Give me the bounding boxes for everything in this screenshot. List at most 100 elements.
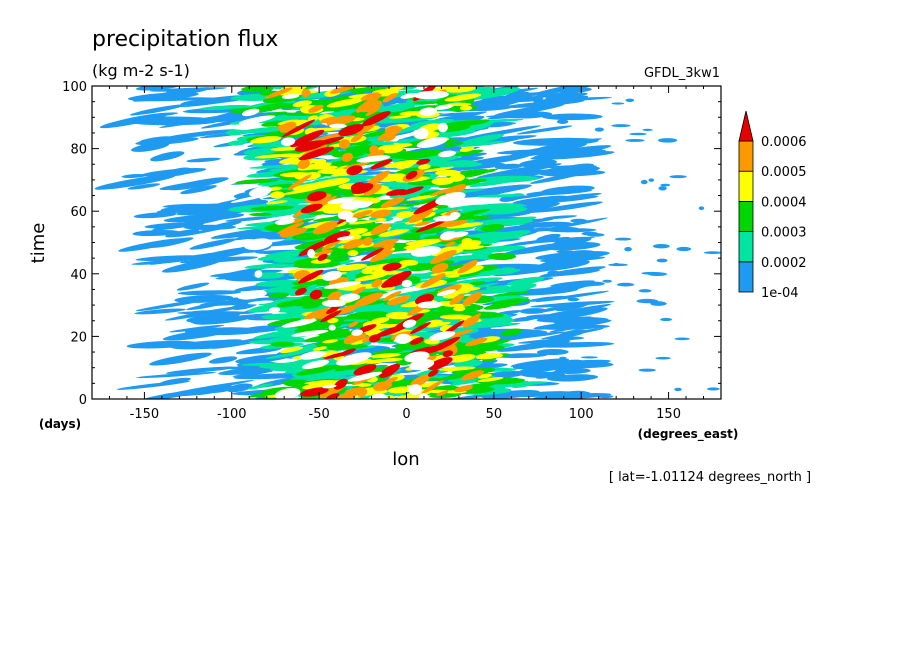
precip-contour-4: [319, 116, 338, 124]
precip-speck: [636, 298, 659, 304]
precip-contour-0: [165, 229, 200, 238]
precip-contour-1: [457, 141, 505, 147]
precip-contour-5: [295, 287, 307, 296]
precip-contour-4: [370, 223, 391, 235]
precip-contour-0: [537, 201, 603, 213]
precip-contour-0: [550, 144, 582, 151]
dataset-label: GFDL_3kw1: [644, 66, 720, 81]
precip-contour-3: [372, 357, 403, 363]
precip-contour-1: [511, 382, 534, 388]
precip-contour-0: [136, 371, 217, 379]
precip-contour-5: [290, 129, 325, 148]
dry-gap: [268, 307, 281, 313]
precip-contour-0: [169, 324, 225, 333]
precip-contour-0: [197, 339, 243, 349]
precip-contour-0: [550, 163, 595, 175]
precip-contour-4: [326, 115, 356, 127]
precip-contour-0: [133, 212, 177, 219]
precip-contour-0: [189, 238, 237, 250]
precip-contour-4: [360, 92, 380, 101]
precip-contour-1: [290, 368, 350, 381]
precip-contour-4: [365, 106, 381, 117]
precip-contour-1: [476, 194, 526, 198]
precip-speck: [676, 246, 692, 252]
x-axis-label: lon: [392, 449, 419, 470]
precip-contour-4: [301, 88, 311, 98]
dry-gap: [238, 115, 276, 125]
precip-contour-0: [162, 203, 221, 209]
precip-contour-3: [406, 194, 438, 201]
precip-contour-3: [327, 318, 339, 324]
precip-contour-3: [375, 218, 387, 222]
precip-contour-0: [180, 185, 217, 195]
precip-contour-4: [331, 391, 358, 399]
precip-contour-2: [293, 188, 337, 195]
precip-contour-0: [129, 118, 217, 126]
precip-contour-0: [170, 380, 255, 395]
precip-speck: [556, 119, 569, 124]
precip-contour-0: [526, 313, 575, 318]
y-axis-label: time: [28, 223, 49, 264]
precip-contour-3: [269, 191, 285, 199]
precip-contour-0: [199, 297, 285, 306]
precip-speck: [669, 175, 687, 179]
x-tick-label: 100: [569, 407, 594, 422]
precip-contour-3: [266, 200, 288, 205]
precip-contour-3: [447, 102, 472, 107]
precip-contour-2: [249, 212, 272, 217]
y-tick-label: 40: [70, 268, 87, 283]
precip-contour-4: [264, 87, 293, 99]
precip-contour-1: [461, 203, 525, 212]
precip-contour-0: [520, 193, 602, 206]
y-axis: 0 20 40 60 80 100: [62, 80, 721, 408]
precip-contour-0: [164, 305, 245, 321]
precip-contour-4: [457, 259, 478, 274]
precip-contour-3: [292, 100, 312, 107]
precip-contour-0: [532, 96, 613, 103]
x-axis-units: (degrees_east): [638, 427, 739, 442]
x-tick-label: -150: [130, 407, 160, 422]
precip-contour-0: [539, 138, 602, 149]
dry-gap: [416, 137, 448, 148]
precip-contour-2: [397, 197, 444, 208]
y-tick-label: 100: [62, 80, 87, 95]
dry-gap: [345, 217, 358, 223]
dry-gap: [339, 293, 361, 302]
precip-contour-2: [500, 328, 523, 337]
precip-contour-4: [343, 239, 364, 249]
precip-contour-0: [134, 308, 186, 315]
precip-contour-2: [294, 325, 325, 333]
precip-contour-3: [369, 353, 402, 358]
colorbar-extend-arrow: [738, 110, 754, 142]
dry-gap: [435, 192, 466, 205]
precip-speck: [614, 237, 632, 241]
precip-contour-0: [165, 366, 237, 374]
precip-contour-2: [467, 119, 490, 126]
precip-speck: [638, 368, 656, 372]
dry-gap: [299, 350, 327, 360]
precip-contour-0: [186, 157, 221, 163]
precip-contour-3: [424, 319, 443, 328]
dry-gap: [281, 318, 317, 328]
precip-contour-2: [286, 298, 320, 307]
precip-contour-4: [314, 249, 333, 257]
precip-contour-4: [420, 273, 446, 288]
precip-contour-1: [255, 113, 319, 124]
dry-gap: [323, 281, 362, 289]
precip-speck: [703, 251, 721, 255]
precip-contour-4: [327, 291, 342, 302]
precip-contour-4: [304, 308, 329, 320]
dry-gap: [322, 384, 337, 389]
precip-contour-1: [449, 277, 503, 285]
colorbar-label: 0.0005: [761, 165, 807, 180]
dry-gap: [336, 236, 355, 241]
precip-contour-5: [374, 324, 410, 338]
precip-speck: [707, 387, 720, 391]
precip-contour-0: [540, 327, 605, 340]
precip-contour-4: [372, 381, 393, 391]
precip-contour-4: [462, 292, 482, 306]
precip-contour-4: [279, 227, 308, 238]
precip-contour-0: [135, 255, 200, 261]
precip-contour-3: [354, 273, 388, 282]
precip-contour-0: [549, 280, 595, 287]
